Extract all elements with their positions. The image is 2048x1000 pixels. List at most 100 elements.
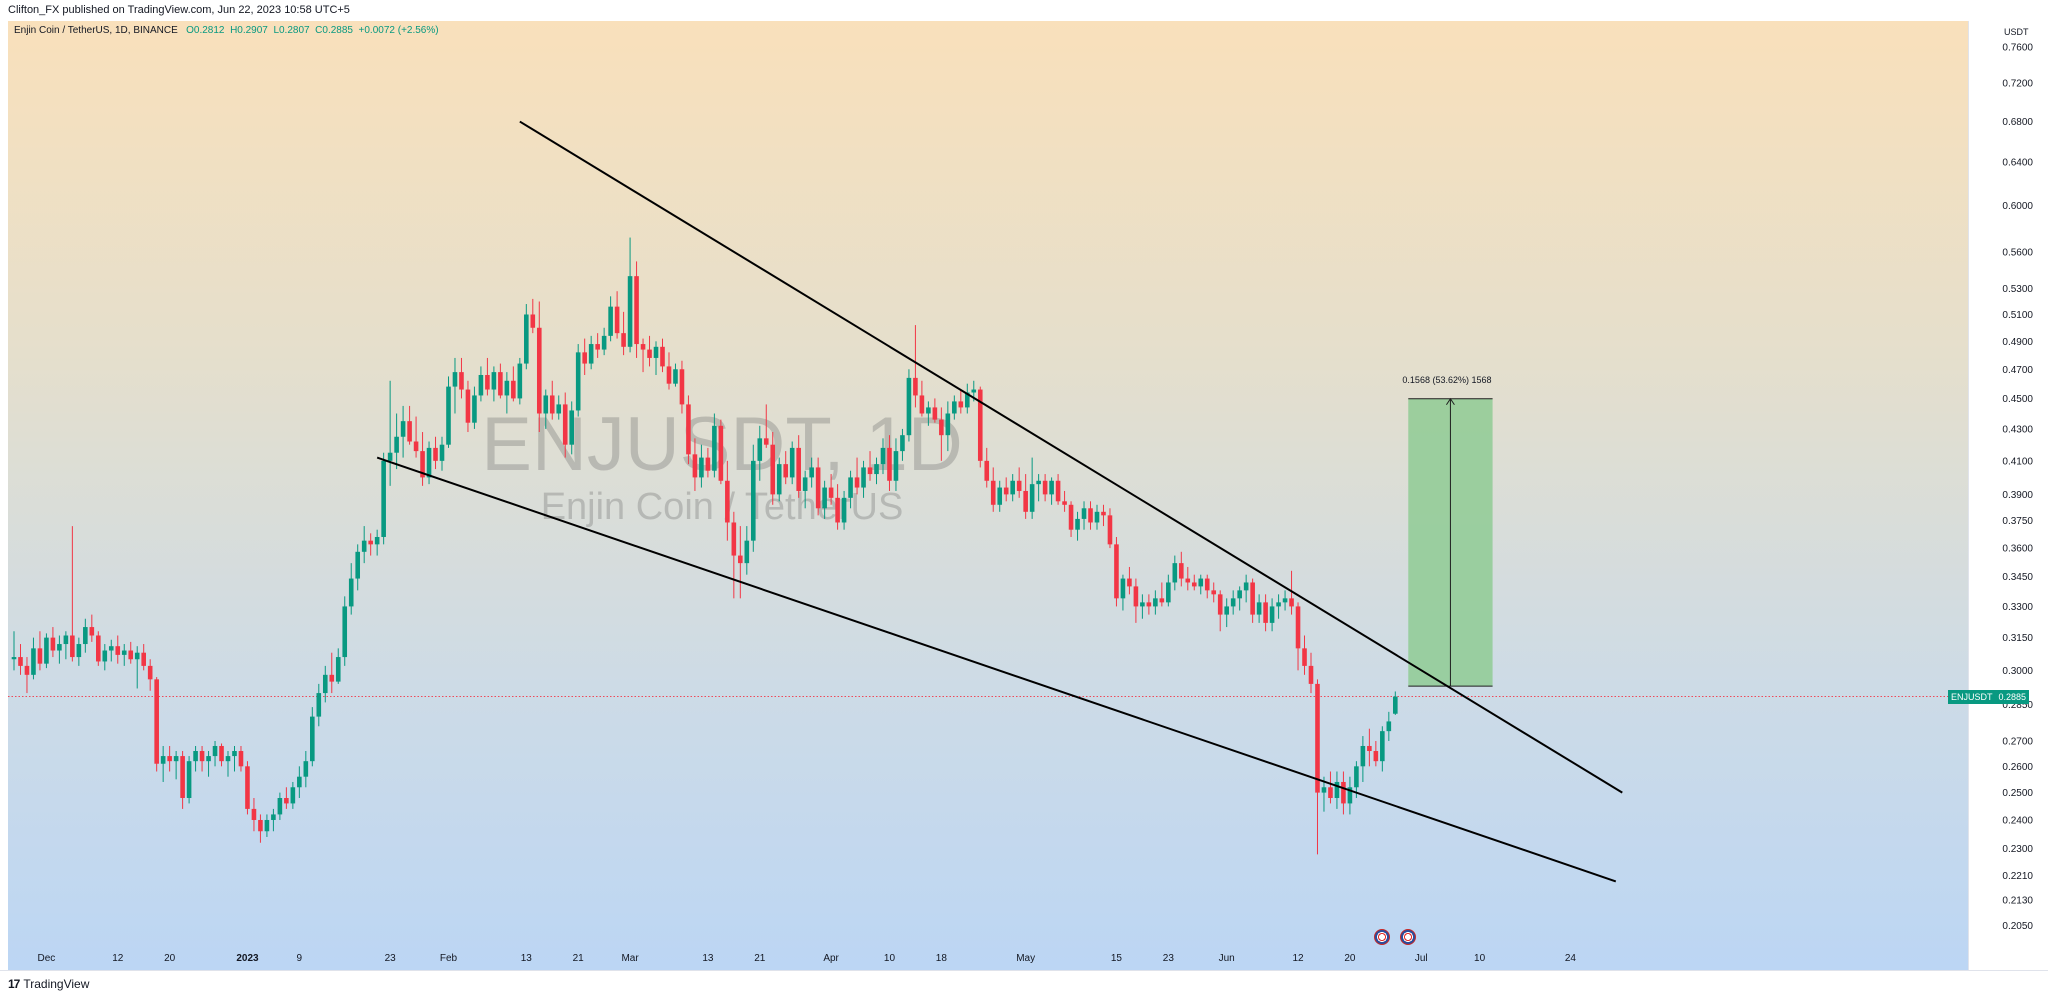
candle-body	[1250, 582, 1255, 615]
time-scale[interactable]: Dec 12 20 2023 9 23 Feb 13 21 Mar 13 21 Apr 10 18 May 15…	[8, 949, 1968, 970]
last-price-value: 0.2885	[1998, 691, 2027, 702]
candle-body	[1016, 480, 1022, 491]
candle-body	[932, 407, 938, 420]
candle-body	[1276, 602, 1281, 607]
price-tick-label: 0.4900	[2002, 337, 2033, 348]
candle-body	[426, 447, 432, 478]
candle-body	[258, 819, 263, 832]
tradingview-logo[interactable]: 17 TradingView	[8, 977, 89, 991]
time-tick-label: Apr	[823, 953, 839, 964]
candle-body	[841, 497, 847, 523]
upper-wedge-line[interactable]	[519, 120, 1623, 794]
candle-body	[1179, 563, 1184, 579]
last-price-symbol: ENJUSDT	[1951, 691, 1993, 702]
candle-body	[70, 635, 75, 658]
candle-body	[575, 352, 581, 411]
candle-body	[802, 477, 808, 491]
candle-body	[1347, 787, 1353, 804]
candle-body	[219, 745, 224, 762]
candle-body	[1380, 731, 1385, 762]
time-tick-label: 21	[754, 953, 766, 964]
candle-body	[478, 374, 484, 396]
candle-body	[154, 679, 159, 764]
candle-body	[160, 756, 166, 764]
candle-body	[147, 665, 153, 680]
candle-body	[1023, 490, 1028, 512]
time-tick-label: 10	[883, 953, 896, 964]
candle-body	[335, 657, 341, 682]
price-tick-label: 0.4300	[2002, 424, 2033, 435]
candle-body	[1081, 508, 1087, 519]
candle-body	[329, 674, 335, 682]
candle-body	[1042, 480, 1048, 495]
candle-body	[271, 814, 276, 820]
time-tick-label: 23	[1162, 953, 1174, 964]
time-tick-label: 15	[1110, 953, 1122, 964]
candle-body	[1146, 602, 1152, 607]
chart-pane[interactable]: Enjin Coin / TetherUS, 1D, BINANCE O0.28…	[8, 21, 1968, 970]
time-tick-label: 10	[1474, 953, 1486, 964]
candle-body	[822, 487, 827, 509]
candle-body	[264, 819, 270, 832]
candle-body	[861, 467, 866, 488]
price-tick-label: 0.2850	[2002, 700, 2033, 711]
candle-body	[880, 447, 886, 465]
time-tick-label: 9	[296, 953, 303, 964]
candle-body	[1328, 787, 1333, 798]
candle-body	[1101, 511, 1106, 516]
candle-body	[459, 372, 464, 390]
tradingview-brand: TradingView	[23, 977, 90, 991]
candle-body	[1230, 598, 1236, 607]
footer-bar: 17 TradingView	[0, 970, 2048, 1000]
candle-body	[627, 276, 633, 347]
candle-body	[37, 648, 43, 664]
candle-body	[1217, 594, 1223, 615]
candle-body	[660, 346, 665, 367]
candle-body	[1360, 745, 1366, 767]
candle-body	[1191, 582, 1197, 587]
time-tick-label: 24	[1564, 953, 1576, 964]
us-flag-event-icon[interactable]	[1400, 929, 1417, 945]
candle-body	[1133, 586, 1139, 607]
candle-body	[926, 407, 931, 414]
candle-body	[485, 374, 490, 390]
price-tick-label: 0.3900	[2002, 490, 2033, 501]
candle-body	[167, 756, 172, 762]
price-tick-label: 0.3750	[2002, 516, 2033, 527]
candle-body	[601, 335, 607, 350]
price-plot[interactable]	[8, 21, 1968, 970]
time-tick-label: 13	[702, 953, 714, 964]
candle-body	[1243, 582, 1249, 591]
candle-body	[1386, 721, 1392, 732]
candle-body	[783, 464, 789, 478]
candle-body	[549, 395, 555, 414]
candle-body	[284, 797, 289, 804]
candle-body	[835, 497, 840, 523]
candle-body	[608, 306, 613, 336]
candle-body	[1088, 508, 1093, 523]
price-scale[interactable]: 0.7600 0.7200 0.6800 0.6400 0.6000 0.5600 0.53…	[1968, 21, 2048, 970]
price-tick-label: 0.6400	[2002, 158, 2033, 169]
candle-body	[232, 751, 237, 757]
candle-body	[57, 644, 62, 651]
us-flag-event-icon[interactable]	[1374, 929, 1391, 945]
candle-body	[984, 460, 990, 481]
candle-body	[1159, 598, 1165, 603]
candle-body	[206, 756, 211, 762]
lower-wedge-line[interactable]	[376, 456, 1617, 883]
candle-body	[1204, 578, 1210, 591]
candle-body	[653, 346, 659, 358]
candle-body	[1036, 480, 1041, 485]
candle-body	[310, 716, 315, 762]
candle-body	[848, 477, 853, 498]
time-tick-label: 12	[1292, 953, 1304, 964]
candle-body	[1289, 598, 1294, 607]
candle-body	[1263, 602, 1268, 623]
price-tick-label: 0.3600	[2002, 544, 2033, 555]
candle-body	[614, 306, 620, 334]
candle-body	[725, 480, 730, 523]
time-tick-label: Dec	[37, 953, 56, 964]
close-value: C0.2885	[315, 25, 353, 36]
candle-body	[141, 652, 146, 666]
candle-body	[1354, 766, 1359, 788]
